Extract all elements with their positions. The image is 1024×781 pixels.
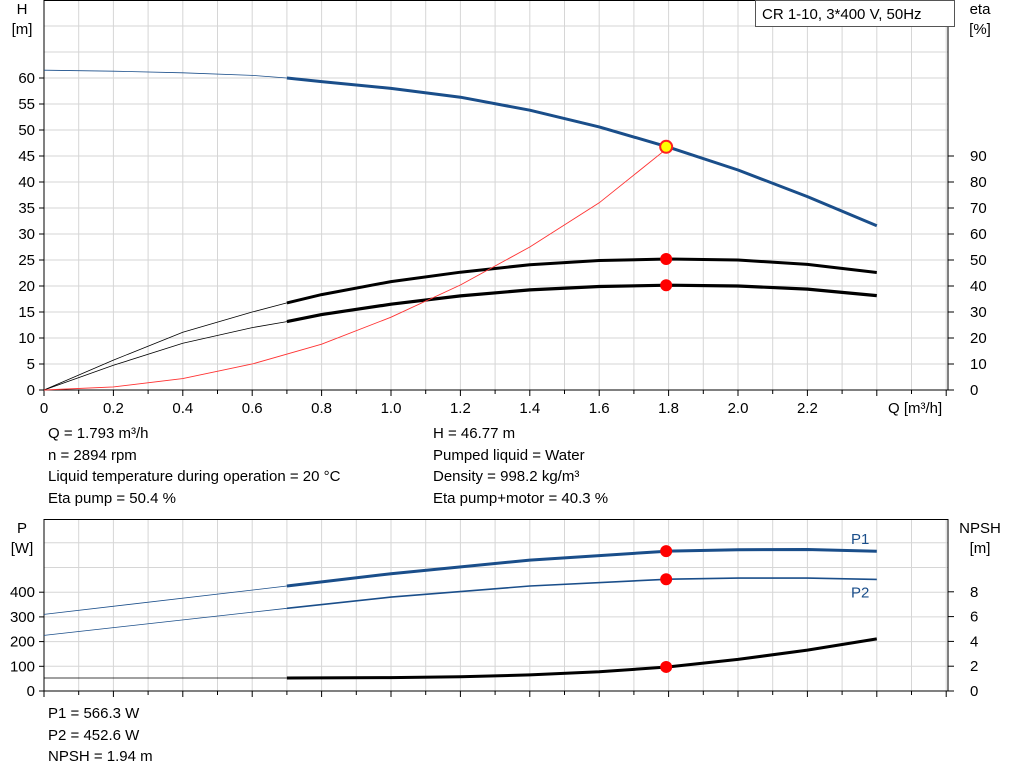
y-right-tick-label: 50 bbox=[970, 252, 987, 269]
plot-frame bbox=[43, 0, 949, 391]
x-tick-label: 0.6 bbox=[242, 400, 263, 417]
head-efficiency-chart: 0 5 10 15 20 25 30 35 40 45 50 55 60 0 10 20 30 40 50 60 70 8… bbox=[12, 0, 992, 417]
series-h-extrapolated bbox=[43, 69, 287, 79]
y-right-tick-label: 0 bbox=[970, 382, 978, 399]
y-tick-label: 45 bbox=[18, 148, 35, 165]
y-tick-label: 50 bbox=[18, 122, 35, 139]
power-npsh-chart: 0 100 200 300 400 0 2 4 6 8 P [W] NPSH [m] P1 P2 bbox=[10, 519, 1001, 700]
duty-point-marker bbox=[660, 252, 673, 265]
duty-point-marker bbox=[660, 545, 673, 558]
y-right-tick-label: 6 bbox=[970, 609, 978, 626]
y-right-tick-label: 80 bbox=[970, 174, 987, 191]
y-right-tick-label: 2 bbox=[970, 658, 978, 675]
series-p1-extrapolated bbox=[43, 585, 287, 615]
chart-title-box bbox=[755, 0, 955, 27]
y-right-tick-label: 90 bbox=[970, 148, 987, 165]
info-density: Density = 998.2 kg/m³ bbox=[433, 468, 580, 485]
y-right-axis-unit: [m] bbox=[970, 540, 991, 557]
y-tick-label: 5 bbox=[27, 356, 35, 373]
series-system-curve bbox=[43, 146, 669, 391]
y-right-tick-label: 70 bbox=[970, 200, 987, 217]
x-tick-label: 1.4 bbox=[519, 400, 540, 417]
series-p2-extrapolated bbox=[43, 607, 287, 636]
x-tick-label: 1.0 bbox=[381, 400, 402, 417]
info-speed: n = 2894 rpm bbox=[48, 446, 137, 464]
x-tick-label: 0.8 bbox=[311, 400, 332, 417]
info-bottom-block: P1 = 566.3 W P2 = 452.6 W NPSH = 1.94 m bbox=[48, 703, 153, 768]
y-tick-label: 20 bbox=[18, 278, 35, 295]
info-p2: P2 = 452.6 W bbox=[48, 726, 140, 744]
y-tick-label: 300 bbox=[10, 609, 35, 626]
series-eta-pump-motor-extrapolated bbox=[43, 321, 287, 391]
y-tick-label: 100 bbox=[10, 658, 35, 675]
x-tick-label: 1.6 bbox=[589, 400, 610, 417]
y-right-tick-label: 40 bbox=[970, 278, 987, 295]
y-right-tick-label: 60 bbox=[970, 226, 987, 243]
y-right-axis-unit: [%] bbox=[969, 21, 991, 38]
y-tick-label: 60 bbox=[18, 70, 35, 87]
x-tick-label: 2.0 bbox=[728, 400, 749, 417]
y-right-axis-title: NPSH bbox=[959, 520, 1001, 537]
series-p2 bbox=[286, 577, 877, 610]
y-tick-label: 0 bbox=[27, 683, 35, 700]
info-eta-pump-motor: Eta pump+motor = 40.3 % bbox=[433, 489, 609, 507]
series-label-p2: P2 bbox=[851, 584, 869, 601]
info-left-block: Q = 1.793 m³/h n = 2894 rpm Liquid tempe… bbox=[48, 423, 340, 509]
y-tick-label: 30 bbox=[18, 226, 35, 243]
info-pumped-liquid: Pumped liquid = Water bbox=[433, 446, 585, 464]
series-label-p1: P1 bbox=[851, 531, 869, 548]
x-tick-label: 1.2 bbox=[450, 400, 471, 417]
y-axis-title: P bbox=[17, 520, 27, 537]
y-right-tick-label: 8 bbox=[970, 584, 978, 601]
y-tick-label: 35 bbox=[18, 200, 35, 217]
y-tick-label: 15 bbox=[18, 304, 35, 321]
series-eta-pump-motor bbox=[286, 283, 877, 324]
series-eta-pump bbox=[286, 257, 877, 305]
info-liquid-temperature: Liquid temperature during operation = 20… bbox=[48, 468, 341, 485]
y-right-tick-label: 30 bbox=[970, 304, 987, 321]
y-right-tick-label: 10 bbox=[970, 356, 987, 373]
y-tick-label: 400 bbox=[10, 584, 35, 601]
y-tick-label: 10 bbox=[18, 330, 35, 347]
y-tick-label: 0 bbox=[27, 382, 35, 399]
y-tick-label: 200 bbox=[10, 634, 35, 651]
y-axis-unit: [m] bbox=[12, 21, 33, 38]
y-right-tick-label: 0 bbox=[970, 683, 978, 700]
info-q: Q = 1.793 m³/h bbox=[48, 425, 149, 442]
x-tick-label: 0.4 bbox=[172, 400, 193, 417]
y-axis-unit: [W] bbox=[11, 540, 34, 557]
duty-point-marker bbox=[660, 660, 673, 673]
chart-title: CR 1-10, 3*400 V, 50Hz bbox=[762, 6, 922, 23]
duty-point-marker bbox=[659, 139, 674, 154]
x-axis-title: Q [m³/h] bbox=[888, 400, 942, 417]
series-npsh bbox=[286, 637, 878, 680]
info-p1: P1 = 566.3 W bbox=[48, 705, 140, 722]
x-tick-label: 0 bbox=[40, 400, 48, 417]
y-tick-label: 55 bbox=[18, 96, 35, 113]
info-eta-pump: Eta pump = 50.4 % bbox=[48, 489, 176, 507]
series-h bbox=[286, 76, 878, 228]
x-tick-label: 0.2 bbox=[103, 400, 124, 417]
y-right-tick-label: 20 bbox=[970, 330, 987, 347]
y-right-tick-label: 4 bbox=[970, 633, 978, 650]
series-eta-pump-extrapolated bbox=[43, 302, 288, 391]
y-right-axis-title: eta bbox=[970, 1, 992, 18]
info-right-block: H = 46.77 m Pumped liquid = Water Densit… bbox=[433, 423, 608, 509]
info-npsh: NPSH = 1.94 m bbox=[48, 748, 153, 765]
duty-point-marker bbox=[660, 279, 673, 292]
y-tick-label: 40 bbox=[18, 174, 35, 191]
x-tick-label: 1.8 bbox=[658, 400, 679, 417]
info-h: H = 46.77 m bbox=[433, 425, 516, 442]
duty-point-marker bbox=[660, 573, 673, 586]
x-tick-label: 2.2 bbox=[797, 400, 818, 417]
plot-frame bbox=[43, 519, 949, 692]
y-tick-label: 25 bbox=[18, 252, 35, 269]
y-axis-title: H bbox=[17, 1, 28, 18]
